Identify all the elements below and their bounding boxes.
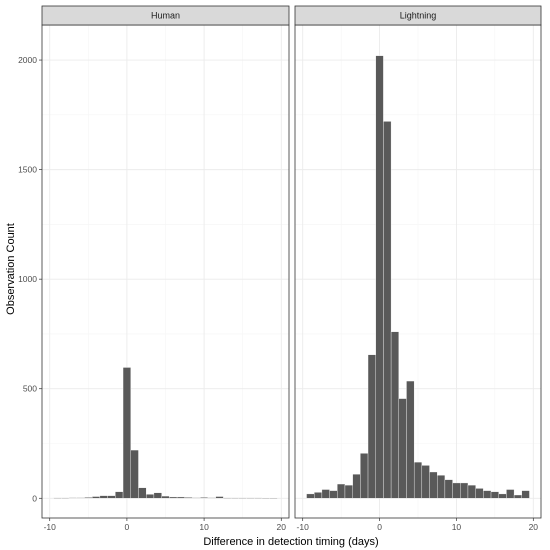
histogram-bar [483, 490, 492, 499]
histogram-bar [84, 497, 93, 499]
histogram-bar [314, 492, 323, 499]
histogram-bar [115, 491, 124, 499]
y-tick-label: 0 [32, 493, 37, 503]
y-tick-label: 1000 [18, 274, 37, 284]
histogram-bar [475, 488, 484, 499]
x-tick-label: 0 [377, 522, 382, 532]
histogram-bar [390, 331, 399, 499]
histogram-bar [352, 474, 361, 499]
facet-strip-label: Human [151, 11, 180, 21]
histogram-bar [506, 489, 515, 499]
panel-human: Human -10 0 10 20 [41, 5, 290, 532]
x-tick-label: -10 [297, 522, 310, 532]
histogram-bar [99, 495, 108, 499]
histogram-bar [246, 497, 255, 499]
histogram-bar [513, 494, 522, 499]
histogram-bar [138, 487, 147, 499]
histogram-bar [306, 493, 315, 499]
histogram-bar [321, 489, 330, 499]
histogram-bar [367, 354, 376, 499]
x-tick-label: 10 [452, 522, 462, 532]
histogram-bar [254, 497, 263, 499]
y-tick-label: 2000 [18, 55, 37, 65]
histogram-bar [122, 367, 131, 499]
histogram-bar [146, 494, 155, 499]
histogram-bar [161, 495, 170, 499]
histogram-bar [467, 484, 476, 499]
facet-strip-label: Lightning [400, 11, 437, 21]
x-tick-label: -10 [44, 522, 57, 532]
histogram-bar [107, 495, 116, 499]
histogram-bar [91, 496, 101, 499]
histogram-bar [153, 492, 162, 499]
x-axis-title: Difference in detection timing (days) [203, 536, 378, 548]
x-tick-label: 20 [529, 522, 539, 532]
histogram-bar [223, 497, 232, 499]
histogram-bar [53, 497, 62, 499]
histogram-bar [437, 475, 446, 499]
histogram-bar [498, 493, 507, 499]
x-tick-label: 20 [277, 522, 287, 532]
histogram-bar [429, 471, 438, 499]
y-tick-label: 1500 [18, 165, 37, 175]
facet-strip [41, 5, 290, 26]
histogram-bar [184, 497, 193, 499]
histogram-bar [329, 490, 338, 499]
x-tick-label: 0 [125, 522, 130, 532]
histogram-bar [344, 484, 353, 499]
histogram-bar [360, 453, 369, 499]
histogram-bar [230, 497, 240, 499]
histogram-bar [215, 496, 224, 499]
histogram-bar [337, 483, 346, 499]
histogram-bar [169, 496, 178, 499]
histogram-bar [421, 465, 430, 499]
histogram-bar [413, 461, 423, 499]
y-axis-title: Observation Count [5, 223, 17, 315]
x-tick-label: 10 [199, 522, 209, 532]
histogram-bar [444, 479, 453, 499]
histogram-bar [375, 55, 384, 499]
histogram-bar [61, 497, 70, 499]
histogram-bar [398, 398, 407, 499]
histogram-bar [406, 380, 415, 499]
histogram-bar [207, 497, 216, 499]
y-tick-label: 500 [23, 384, 37, 394]
panel-lightning: Lightning -10 0 10 20 [294, 5, 542, 532]
facet-strip [294, 5, 542, 26]
histogram-bar [269, 497, 278, 499]
histogram-bar [460, 482, 469, 499]
histogram-bar [130, 449, 139, 499]
histogram-bar [383, 121, 392, 499]
histogram-bar [200, 497, 209, 499]
histogram-bar [192, 497, 201, 499]
histogram-bar [176, 496, 185, 499]
histogram-bar [452, 482, 461, 499]
histogram-bar [68, 497, 77, 499]
histogram-bar [238, 497, 247, 499]
histogram-bar [76, 497, 85, 499]
histogram-bar [521, 490, 530, 499]
histogram-bar [490, 491, 499, 499]
histogram-bar [261, 497, 270, 499]
